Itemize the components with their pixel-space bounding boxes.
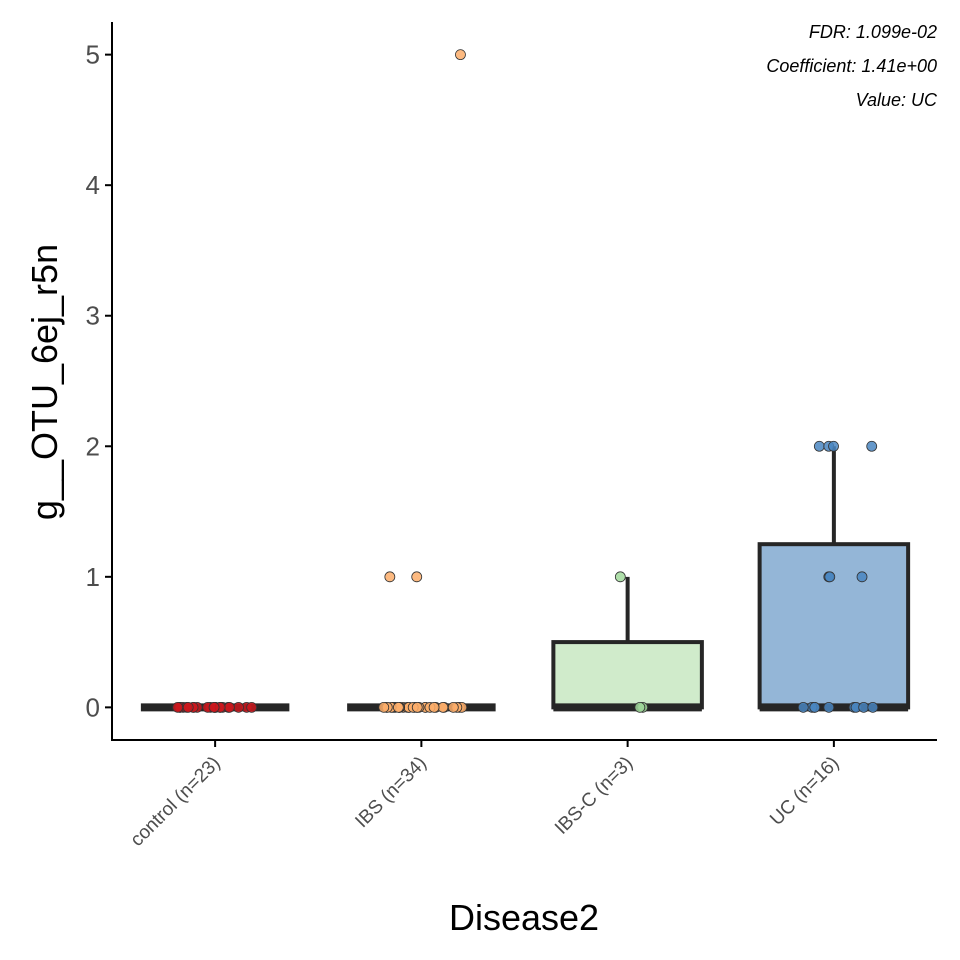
x-tick-label: IBS (n=34)	[351, 753, 430, 832]
data-point	[614, 571, 626, 583]
x-axis-title: Disease2	[449, 897, 599, 938]
data-point	[224, 701, 235, 713]
data-point	[411, 571, 423, 583]
box-body	[551, 640, 704, 710]
data-point	[858, 701, 870, 713]
data-point	[393, 701, 404, 713]
data-point	[411, 701, 423, 713]
data-point	[856, 571, 868, 583]
annotation-fdr: FDR: 1.099e-02	[809, 22, 937, 42]
y-ticks: 0 1 2 3 4 5	[86, 40, 112, 722]
y-tick-label: 1	[86, 562, 100, 592]
y-axis-title: g__OTU_6ej_r5n	[24, 244, 65, 520]
data-point	[813, 440, 825, 452]
y-tick-label: 2	[86, 431, 100, 461]
y-tick-label: 3	[86, 301, 100, 331]
data-point	[867, 701, 879, 713]
data-point	[823, 701, 835, 713]
box-body	[757, 542, 911, 710]
data-point	[208, 701, 220, 713]
annotation-value: Value: UC	[856, 90, 938, 110]
data-point	[866, 440, 878, 452]
data-point	[172, 701, 184, 713]
data-point	[384, 571, 396, 583]
data-point	[455, 49, 466, 61]
annotation-coefficient: Coefficient: 1.41e+00	[766, 56, 937, 76]
x-tick-label: UC (n=16)	[766, 753, 843, 830]
data-point	[233, 701, 244, 713]
points-layer	[172, 49, 879, 713]
data-point	[246, 701, 258, 713]
data-point	[182, 701, 194, 713]
data-point	[428, 701, 440, 713]
data-point	[824, 571, 836, 583]
data-point	[809, 701, 821, 713]
data-point	[634, 701, 646, 713]
x-ticks: control (n=23) IBS (n=34) IBS-C (n=3) UC (n…	[127, 740, 843, 851]
y-tick-label: 0	[86, 692, 100, 722]
data-point	[447, 701, 459, 713]
data-point	[378, 701, 390, 713]
data-point	[797, 701, 809, 713]
y-tick-label: 5	[86, 40, 100, 70]
box-2	[551, 576, 704, 712]
boxes-layer	[140, 446, 911, 712]
x-tick-label: control (n=23)	[127, 753, 225, 851]
x-tick-label: IBS-C (n=3)	[551, 753, 637, 839]
y-tick-label: 4	[86, 170, 100, 200]
data-point	[828, 440, 839, 452]
